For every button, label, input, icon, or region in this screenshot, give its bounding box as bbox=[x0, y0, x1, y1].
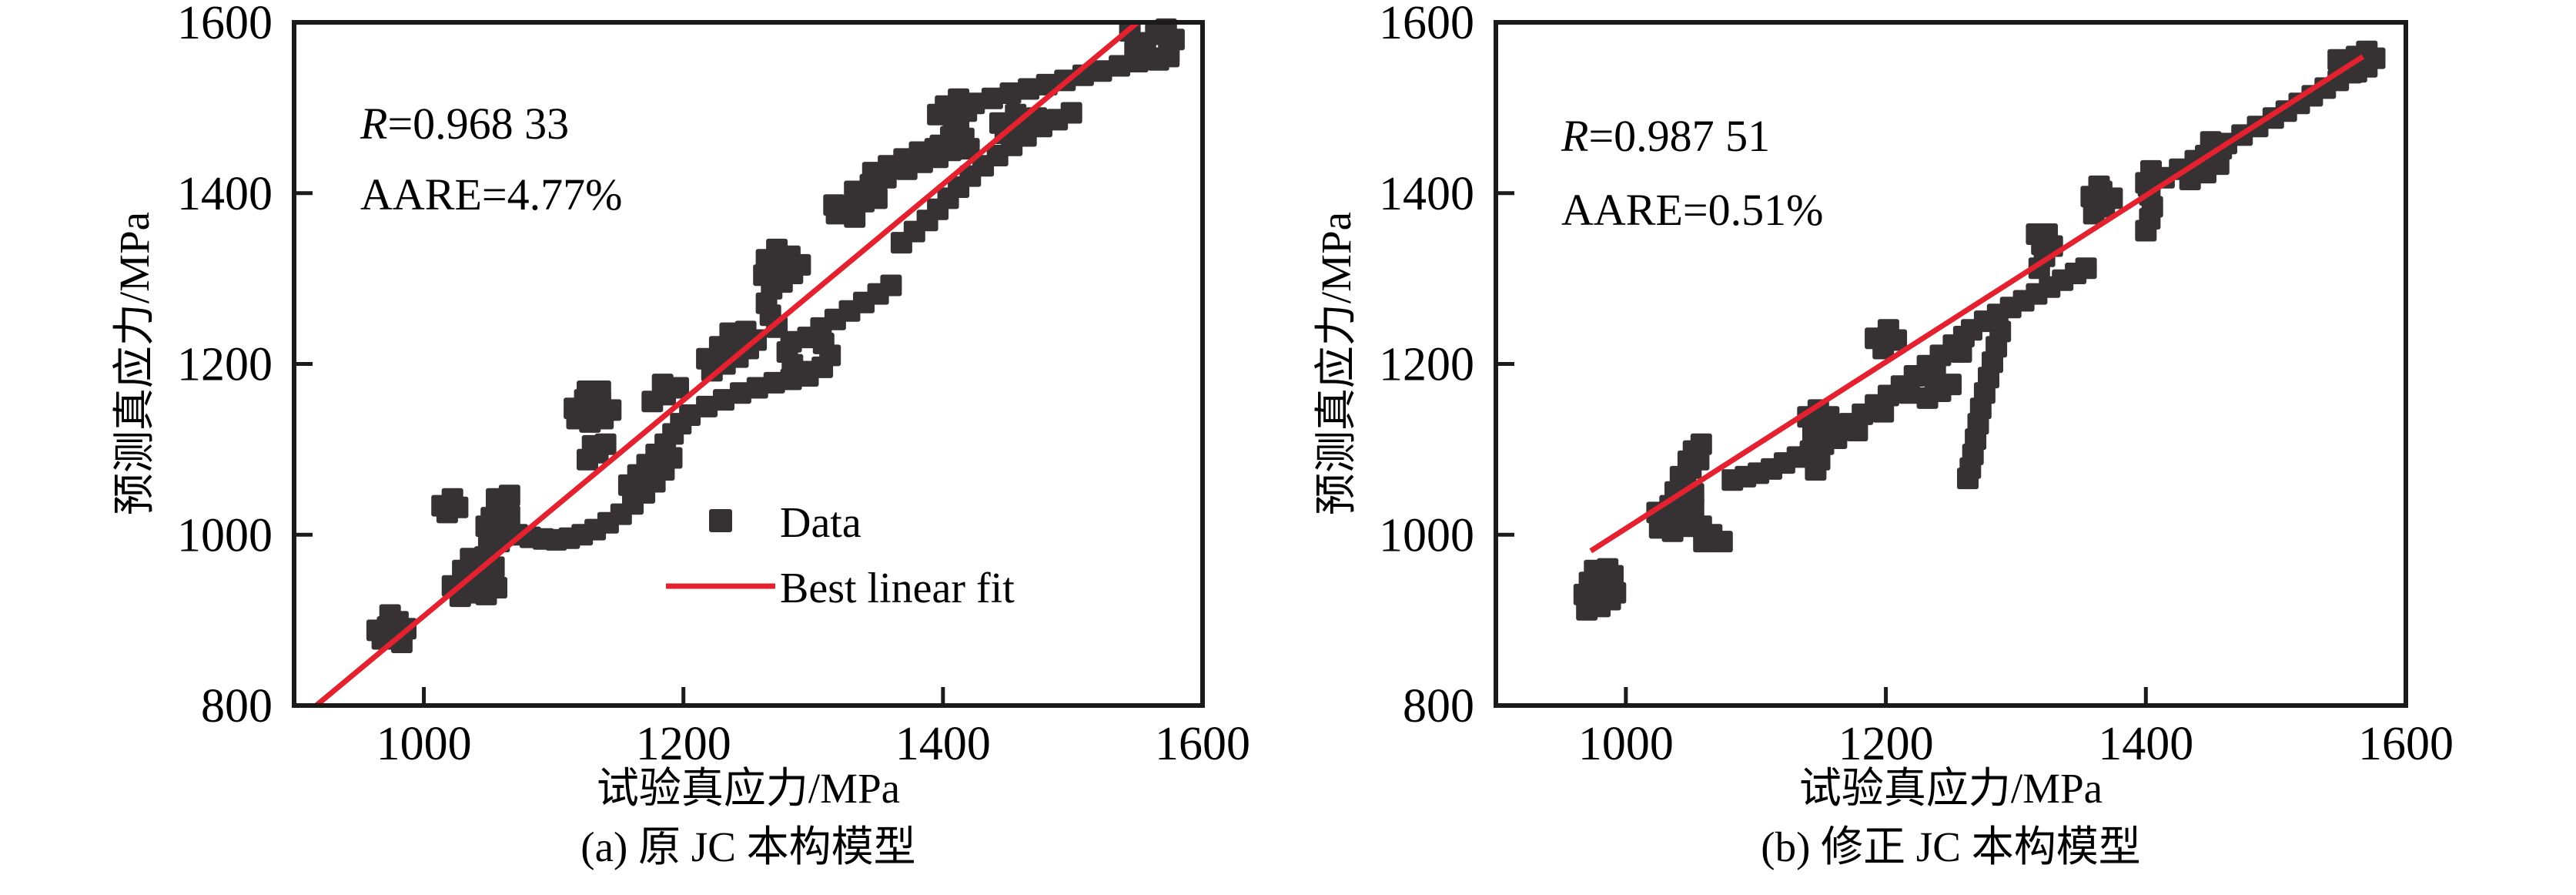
data-point bbox=[1090, 60, 1112, 82]
data-point bbox=[1808, 448, 1831, 471]
y-tick-label: 1400 bbox=[1379, 168, 1474, 220]
data-point bbox=[366, 619, 388, 642]
x-tick-label: 1200 bbox=[636, 718, 731, 770]
data-point bbox=[753, 264, 775, 287]
data-point bbox=[584, 399, 607, 421]
x-tick-label: 1000 bbox=[376, 718, 472, 770]
y-tick-label: 1000 bbox=[1379, 509, 1474, 561]
data-point bbox=[945, 99, 967, 121]
data-point bbox=[696, 395, 718, 417]
x-tick-label: 1400 bbox=[2098, 718, 2193, 770]
best-fit-line-a bbox=[314, 20, 1139, 708]
x-tick-label: 1200 bbox=[1838, 718, 1934, 770]
data-point bbox=[2088, 175, 2110, 197]
legend-fit-label: Best linear fit bbox=[780, 565, 1015, 612]
data-point bbox=[1899, 382, 1920, 404]
y-tick-label: 1200 bbox=[177, 339, 273, 391]
data-point bbox=[1018, 78, 1040, 100]
data-point bbox=[1846, 420, 1868, 441]
x-tick-label: 1000 bbox=[1578, 718, 1674, 770]
data-point bbox=[763, 371, 785, 394]
x-axis-b: 1000 1200 1400 1600 bbox=[1578, 687, 2454, 770]
y-tick-label: 1400 bbox=[177, 168, 273, 220]
data-point bbox=[431, 494, 453, 517]
data-point bbox=[823, 194, 845, 216]
data-point bbox=[1924, 374, 1946, 396]
panel-b: 1000 1200 1400 1600 800 1000 1200 1400 1600 R=0.9… bbox=[1313, 0, 2454, 870]
y-tick-label: 1200 bbox=[1379, 339, 1474, 391]
panel-caption-a: (a) 原 JC 本构模型 bbox=[580, 823, 915, 870]
panel-a: 1000 1200 1400 1600 800 1000 1200 1400 1600 R=0.9… bbox=[111, 0, 1250, 870]
data-point bbox=[895, 158, 918, 180]
data-point bbox=[1690, 433, 1712, 455]
data-point bbox=[564, 397, 586, 420]
y-tick-label: 1600 bbox=[177, 0, 273, 49]
legend-data-marker bbox=[709, 509, 732, 532]
y-axis-b: 800 1000 1200 1400 1600 bbox=[1379, 0, 1514, 732]
data-point bbox=[927, 103, 949, 126]
data-point bbox=[981, 87, 1003, 109]
data-point bbox=[696, 347, 718, 370]
best-fit-line-b bbox=[1589, 54, 2365, 554]
data-point bbox=[958, 138, 980, 160]
y-axis-title-b: 预测真应力/MPa bbox=[1313, 212, 1360, 515]
data-point bbox=[581, 434, 604, 457]
data-point bbox=[1573, 583, 1595, 605]
y-tick-label: 1000 bbox=[177, 509, 273, 561]
r-value-annotation-b: R=0.987 51 bbox=[1561, 111, 1770, 161]
data-point bbox=[880, 274, 902, 297]
data-point bbox=[498, 484, 520, 507]
data-point bbox=[1060, 102, 1082, 124]
data-point bbox=[1677, 450, 1699, 472]
data-point bbox=[1597, 558, 1619, 580]
data-point bbox=[844, 206, 866, 228]
data-point bbox=[2200, 131, 2222, 153]
legend-data-label: Data bbox=[780, 499, 861, 547]
x-tick-label: 1400 bbox=[895, 718, 991, 770]
legend: Data Best linear fit bbox=[666, 499, 1015, 612]
data-point bbox=[651, 374, 674, 396]
data-point bbox=[589, 380, 611, 402]
x-axis-a: 1000 1200 1400 1600 bbox=[376, 687, 1250, 770]
data-point bbox=[1950, 341, 1972, 363]
data-point bbox=[746, 377, 768, 399]
y-axis-title-a: 预测真应力/MPa bbox=[111, 212, 158, 515]
data-point bbox=[1957, 468, 1979, 490]
data-point bbox=[713, 389, 734, 411]
data-point bbox=[2327, 49, 2350, 71]
aare-annotation-b: AARE=0.51% bbox=[1561, 185, 1823, 235]
data-point bbox=[1865, 327, 1887, 350]
data-point bbox=[1693, 531, 1715, 553]
y-tick-label: 1600 bbox=[1379, 0, 1474, 49]
data-point bbox=[999, 82, 1022, 104]
x-tick-label: 1600 bbox=[1155, 718, 1250, 770]
x-axis-title-a: 试验真应力/MPa bbox=[597, 765, 900, 812]
data-point bbox=[1147, 49, 1169, 71]
x-axis-title-b: 试验真应力/MPa bbox=[1799, 765, 2103, 812]
y-tick-label: 800 bbox=[201, 680, 273, 732]
data-point bbox=[679, 404, 701, 426]
data-point bbox=[1711, 531, 1733, 553]
aare-annotation-a: AARE=4.77% bbox=[360, 169, 622, 220]
y-axis-a: 800 1000 1200 1400 1600 bbox=[177, 0, 313, 732]
r-value-annotation-a: R=0.968 33 bbox=[360, 99, 569, 149]
data-point bbox=[2075, 257, 2097, 280]
data-point bbox=[1872, 401, 1895, 423]
data-point bbox=[729, 382, 751, 404]
panel-caption-b: (b) 修正 JC 本构模型 bbox=[1761, 823, 2140, 870]
y-tick-label: 800 bbox=[1403, 680, 1474, 732]
data-point bbox=[989, 112, 1011, 134]
x-tick-label: 1600 bbox=[2358, 718, 2454, 770]
data-point bbox=[963, 92, 985, 115]
